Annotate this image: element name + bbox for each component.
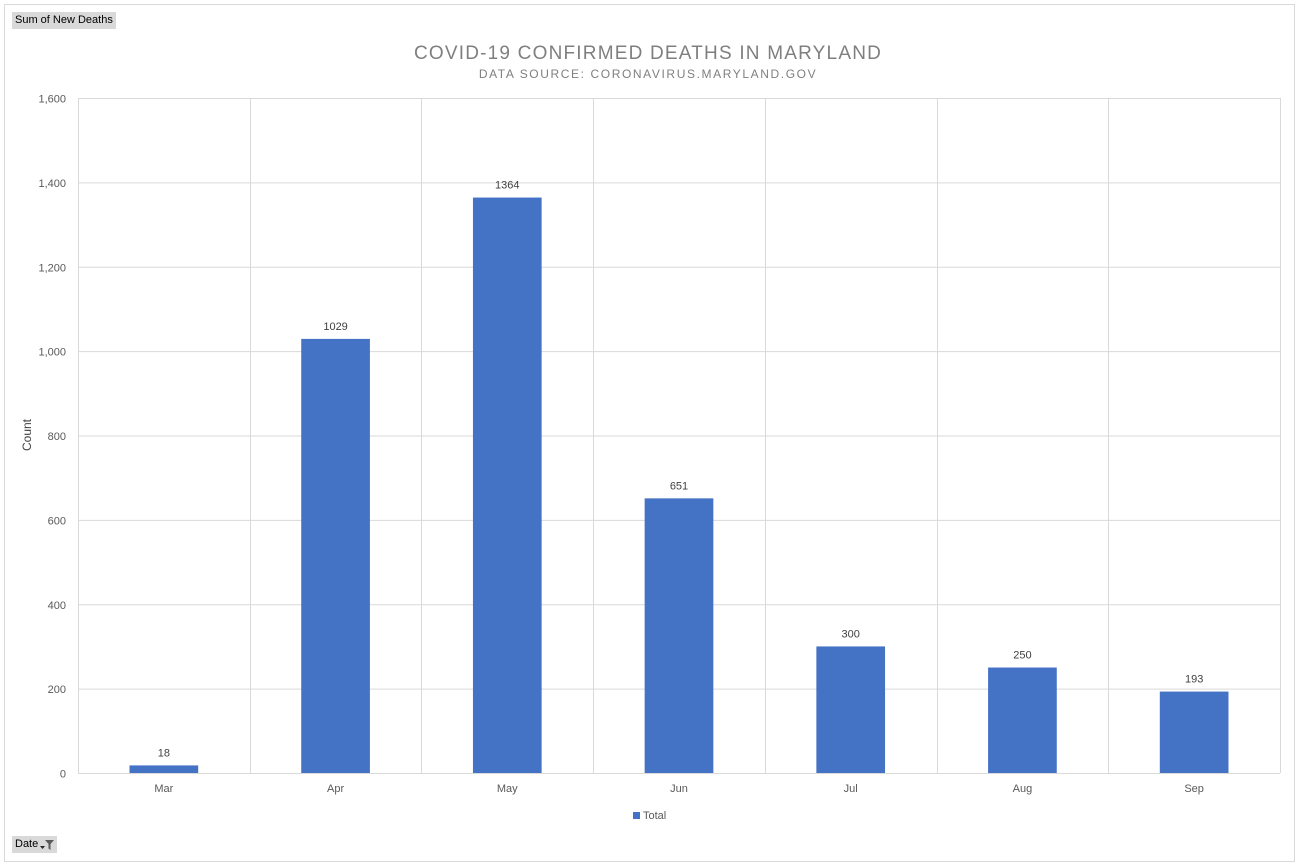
x-axis-ticks: Mar Apr May Jun Jul Aug Sep xyxy=(154,783,1204,795)
data-label: 300 xyxy=(842,628,860,640)
data-label: 18 xyxy=(158,747,170,759)
y-tick-label: 400 xyxy=(48,600,66,612)
chart-title: COVID-19 CONFIRMED DEATHS IN MARYLAND xyxy=(414,43,882,64)
bars xyxy=(129,197,1229,773)
y-tick-label: 600 xyxy=(48,515,66,527)
y-tick-label: 1,600 xyxy=(38,94,66,106)
x-tick-label: Jun xyxy=(670,783,688,795)
legend-label: Total xyxy=(643,810,666,822)
chart-subtitle: DATA SOURCE: CORONAVIRUS.MARYLAND.GOV xyxy=(479,67,817,81)
y-tick-label: 1,400 xyxy=(38,178,66,190)
filter-dropdown-icon[interactable] xyxy=(40,839,55,851)
data-label: 1364 xyxy=(495,180,519,192)
y-tick-label: 1,200 xyxy=(38,262,66,274)
legend: Total xyxy=(633,810,666,822)
y-axis-label: Count xyxy=(20,418,34,451)
x-tick-label: Mar xyxy=(154,783,173,795)
axis-field-label: Date xyxy=(15,838,39,850)
axis-field-button[interactable]: Date xyxy=(12,836,58,853)
data-label: 1029 xyxy=(323,321,347,333)
data-labels: 18 1029 1364 651 300 250 193 xyxy=(158,180,1204,760)
x-tick-label: May xyxy=(497,783,518,795)
y-tick-label: 0 xyxy=(60,769,66,781)
y-tick-label: 200 xyxy=(48,684,66,696)
bar-may xyxy=(472,197,542,773)
bar-aug xyxy=(988,667,1057,773)
bar-apr xyxy=(301,338,370,773)
y-tick-label: 1,000 xyxy=(38,347,66,359)
bar-mar xyxy=(129,765,199,773)
y-tick-label: 800 xyxy=(48,431,66,443)
x-tick-label: Apr xyxy=(327,783,344,795)
x-tick-label: Jul xyxy=(844,783,858,795)
data-label: 193 xyxy=(1185,674,1203,686)
bar-sep xyxy=(1159,691,1229,773)
x-tick-label: Aug xyxy=(1013,783,1033,795)
data-label: 250 xyxy=(1013,650,1031,662)
values-field-button[interactable]: Sum of New Deaths xyxy=(12,12,116,29)
bar-jun xyxy=(644,498,714,773)
y-axis-ticks: 0 200 400 600 800 1,000 1,200 1,400 1,600 xyxy=(38,94,66,781)
bar-jul xyxy=(816,646,886,773)
data-label: 651 xyxy=(670,480,688,492)
x-tick-label: Sep xyxy=(1184,783,1204,795)
legend-swatch xyxy=(633,812,640,819)
gridlines xyxy=(78,98,1281,774)
